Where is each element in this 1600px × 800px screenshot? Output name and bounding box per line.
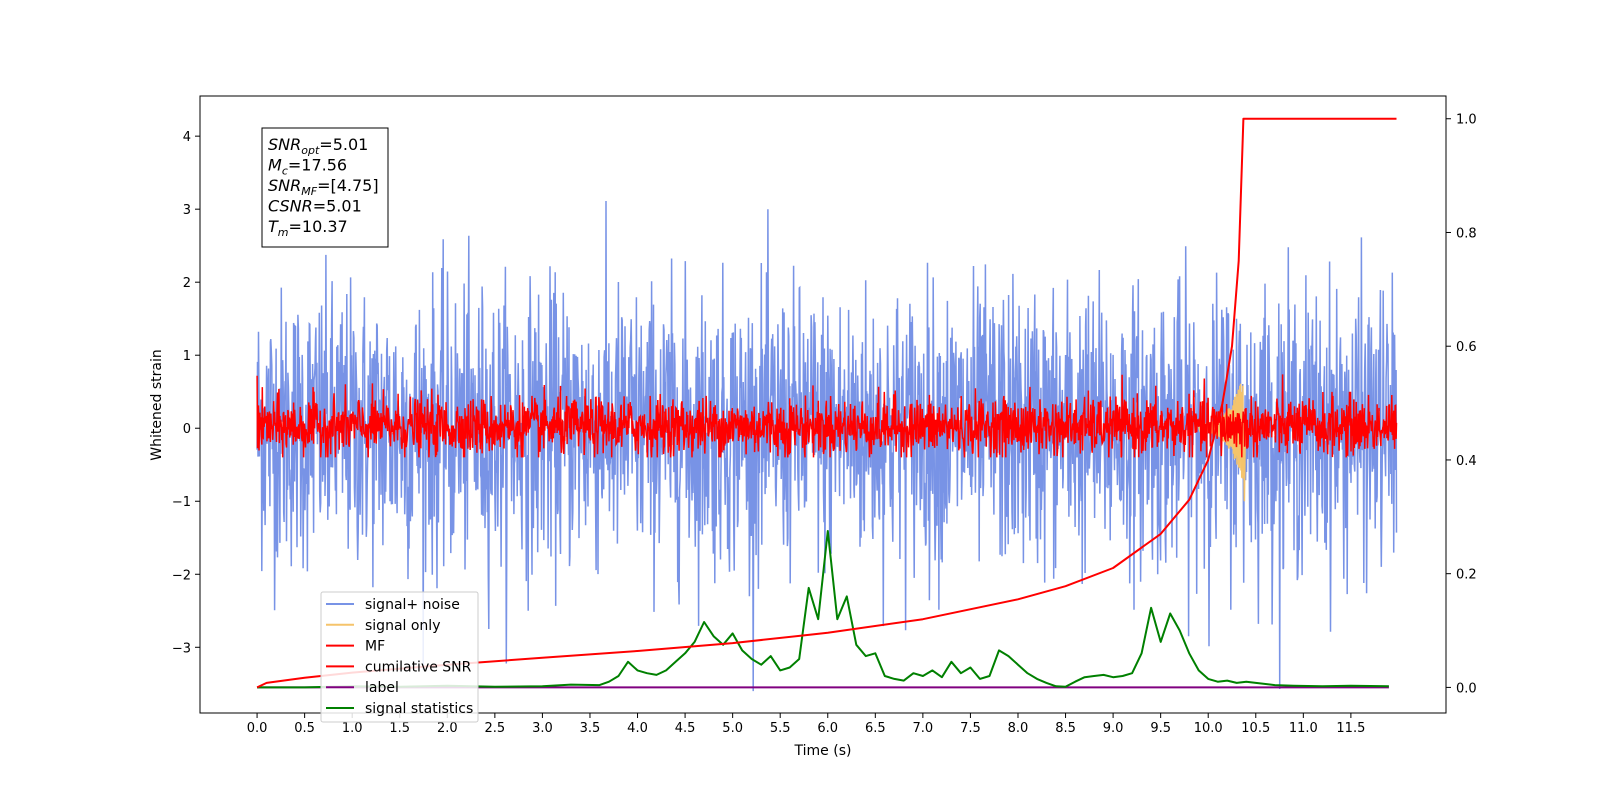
x-tick-label: 10.0 xyxy=(1194,721,1223,736)
info-line: CSNR=5.01 xyxy=(268,197,362,216)
axes: 0.0 0.5 1.0 1.5 2.0 2.5 3.0 3.5 4.0 4.5 5.0 5.5 6.0 6… xyxy=(172,113,1477,736)
x-axis-label: Time (s) xyxy=(794,743,852,759)
legend-entry: label xyxy=(365,680,399,696)
legend-entry: signal+ noise xyxy=(365,597,460,613)
legend-entry: signal statistics xyxy=(365,701,473,717)
x-tick-label: 4.5 xyxy=(675,721,696,736)
y-tick-label: 1 xyxy=(183,349,191,364)
info-line: Tm=10.37 xyxy=(268,217,348,239)
y-axis-label: Whitened strain xyxy=(149,349,165,460)
x-tick-label: 10.5 xyxy=(1241,721,1270,736)
x-tick-label: 8.5 xyxy=(1055,721,1076,736)
y2-tick-label: 0.6 xyxy=(1456,340,1477,355)
info-line: SNRMF=[4.75] xyxy=(268,176,379,198)
x-tick-label: 5.0 xyxy=(722,721,743,736)
x-tick-label: 6.0 xyxy=(817,721,838,736)
info-line: SNRopt=5.01 xyxy=(268,135,368,157)
y2-tick-label: 0.4 xyxy=(1456,454,1477,469)
y2-tick-label: 0.8 xyxy=(1456,226,1477,241)
x-tick-label: 3.5 xyxy=(580,721,601,736)
x-tick-label: 3.0 xyxy=(532,721,553,736)
x-tick-label: 4.0 xyxy=(627,721,648,736)
x-tick-label: 11.0 xyxy=(1289,721,1318,736)
x-tick-label: 2.0 xyxy=(437,721,458,736)
y2-tick-label: 1.0 xyxy=(1456,113,1477,128)
x-tick-label: 2.5 xyxy=(485,721,506,736)
y-tick-label: 4 xyxy=(183,130,191,145)
x-tick-label: 5.5 xyxy=(770,721,791,736)
legend-frame xyxy=(320,591,479,723)
x-tick-label: 1.5 xyxy=(389,721,410,736)
info-box: SNRopt=5.01Mc=17.56SNRMF=[4.75]CSNR=5.01… xyxy=(261,127,389,248)
plot-frame xyxy=(199,95,1447,714)
x-tick-label: 0.5 xyxy=(294,721,315,736)
legend-entry: cumilative SNR xyxy=(365,659,472,675)
y-tick-label: −2 xyxy=(172,568,191,583)
x-tick-label: 9.5 xyxy=(1150,721,1171,736)
x-tick-label: 1.0 xyxy=(342,721,363,736)
series-mf xyxy=(256,374,1398,458)
y2-tick-label: 0.2 xyxy=(1456,568,1477,583)
y-tick-label: 3 xyxy=(183,203,191,218)
info-line: Mc=17.56 xyxy=(268,156,347,178)
series-signal-noise xyxy=(256,200,1398,692)
y-tick-label: 2 xyxy=(183,276,191,291)
y-tick-label: −3 xyxy=(172,641,191,656)
legend: signal+ noise signal only MF cumilative SNR… xyxy=(320,591,479,723)
x-tick-label: 0.0 xyxy=(247,721,268,736)
x-tick-label: 11.5 xyxy=(1336,721,1365,736)
y-tick-label: 0 xyxy=(183,422,191,437)
legend-entry: MF xyxy=(365,639,385,655)
legend-entry: signal only xyxy=(365,618,440,634)
x-tick-label: 9.0 xyxy=(1103,721,1124,736)
x-tick-label: 6.5 xyxy=(865,721,886,736)
series-signal-statistics xyxy=(257,530,1389,689)
info-box-frame xyxy=(261,127,389,248)
y-tick-label: −1 xyxy=(172,495,191,510)
x-tick-label: 8.0 xyxy=(1008,721,1029,736)
y2-tick-label: 0.0 xyxy=(1456,681,1477,696)
x-tick-label: 7.5 xyxy=(960,721,981,736)
x-tick-label: 7.0 xyxy=(913,721,934,736)
